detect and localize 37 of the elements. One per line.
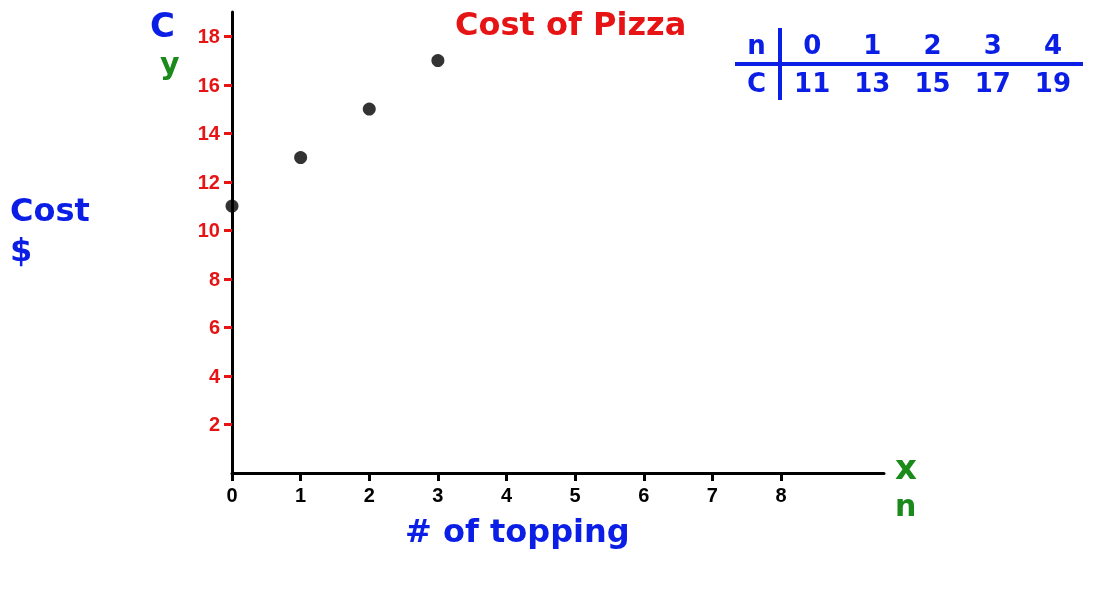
annotation: 11 bbox=[793, 67, 832, 100]
y-tick-label: 8 bbox=[208, 267, 220, 290]
text: n bbox=[895, 487, 917, 523]
text: 2 bbox=[902, 28, 963, 64]
y-tick-label: 16 bbox=[197, 73, 220, 96]
text: y bbox=[160, 45, 180, 81]
text: 3 bbox=[962, 28, 1023, 64]
x-tick-label: 6 bbox=[638, 484, 650, 506]
y-tick-label: 10 bbox=[197, 219, 220, 242]
x-axis-title: # of topping bbox=[405, 512, 630, 550]
y-tick-label: 12 bbox=[197, 170, 220, 193]
annotation: 1 bbox=[842, 28, 903, 64]
annotation: 0 bbox=[780, 28, 843, 64]
x-tick-label: 8 bbox=[775, 484, 787, 506]
y-tick-label: 18 bbox=[197, 25, 220, 48]
chart-title: Cost of Pizza bbox=[455, 5, 687, 43]
y-tick-label: 6 bbox=[208, 316, 220, 339]
text: x bbox=[895, 447, 917, 487]
x-tick-label: 3 bbox=[432, 484, 444, 506]
text: 17 bbox=[973, 67, 1012, 100]
y-axis-title: Cost $ bbox=[10, 191, 90, 269]
x-tick-label: 1 bbox=[295, 484, 307, 506]
annotation: n bbox=[735, 28, 781, 64]
y-tick-label: 2 bbox=[208, 413, 220, 436]
text: 4 bbox=[1022, 28, 1084, 64]
annotation: 13 bbox=[853, 67, 892, 100]
text: C bbox=[150, 5, 175, 45]
y-tick-label: 14 bbox=[197, 122, 221, 145]
y-tick-label: 4 bbox=[208, 364, 221, 387]
text: 15 bbox=[913, 67, 952, 100]
x-tick-label: 2 bbox=[363, 484, 375, 506]
x-tick-label: 5 bbox=[569, 484, 581, 506]
x-tick-label: 0 bbox=[226, 484, 238, 506]
text: 19 bbox=[1033, 67, 1073, 100]
x-tick-label: 4 bbox=[500, 484, 513, 506]
x-tick-label: 7 bbox=[706, 484, 718, 506]
annotation: C bbox=[735, 64, 781, 100]
